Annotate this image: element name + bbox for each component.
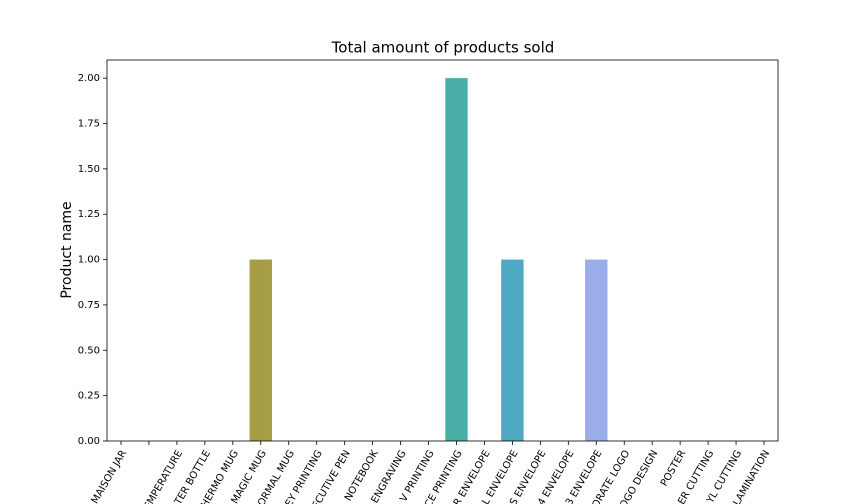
plot-frame (106, 59, 779, 442)
y-tick-label: 1.50 (78, 164, 100, 175)
y-tick-label: 1.75 (78, 119, 100, 130)
y-tick-label: 0.25 (78, 391, 100, 402)
y-tick-label: 0.50 (78, 345, 100, 356)
y-tick-label: 0.00 (78, 436, 100, 447)
chart-title: Total amount of products sold (331, 39, 555, 57)
y-tick-label: 1.25 (78, 209, 100, 220)
y-tick-label: 0.75 (78, 300, 100, 311)
y-tick-label: 1.00 (78, 255, 100, 266)
bar (249, 259, 272, 441)
bar (501, 259, 524, 441)
bar (585, 259, 608, 441)
bar (445, 78, 468, 442)
y-axis-label: Product name (59, 201, 75, 298)
y-tick-label: 2.00 (78, 73, 100, 84)
